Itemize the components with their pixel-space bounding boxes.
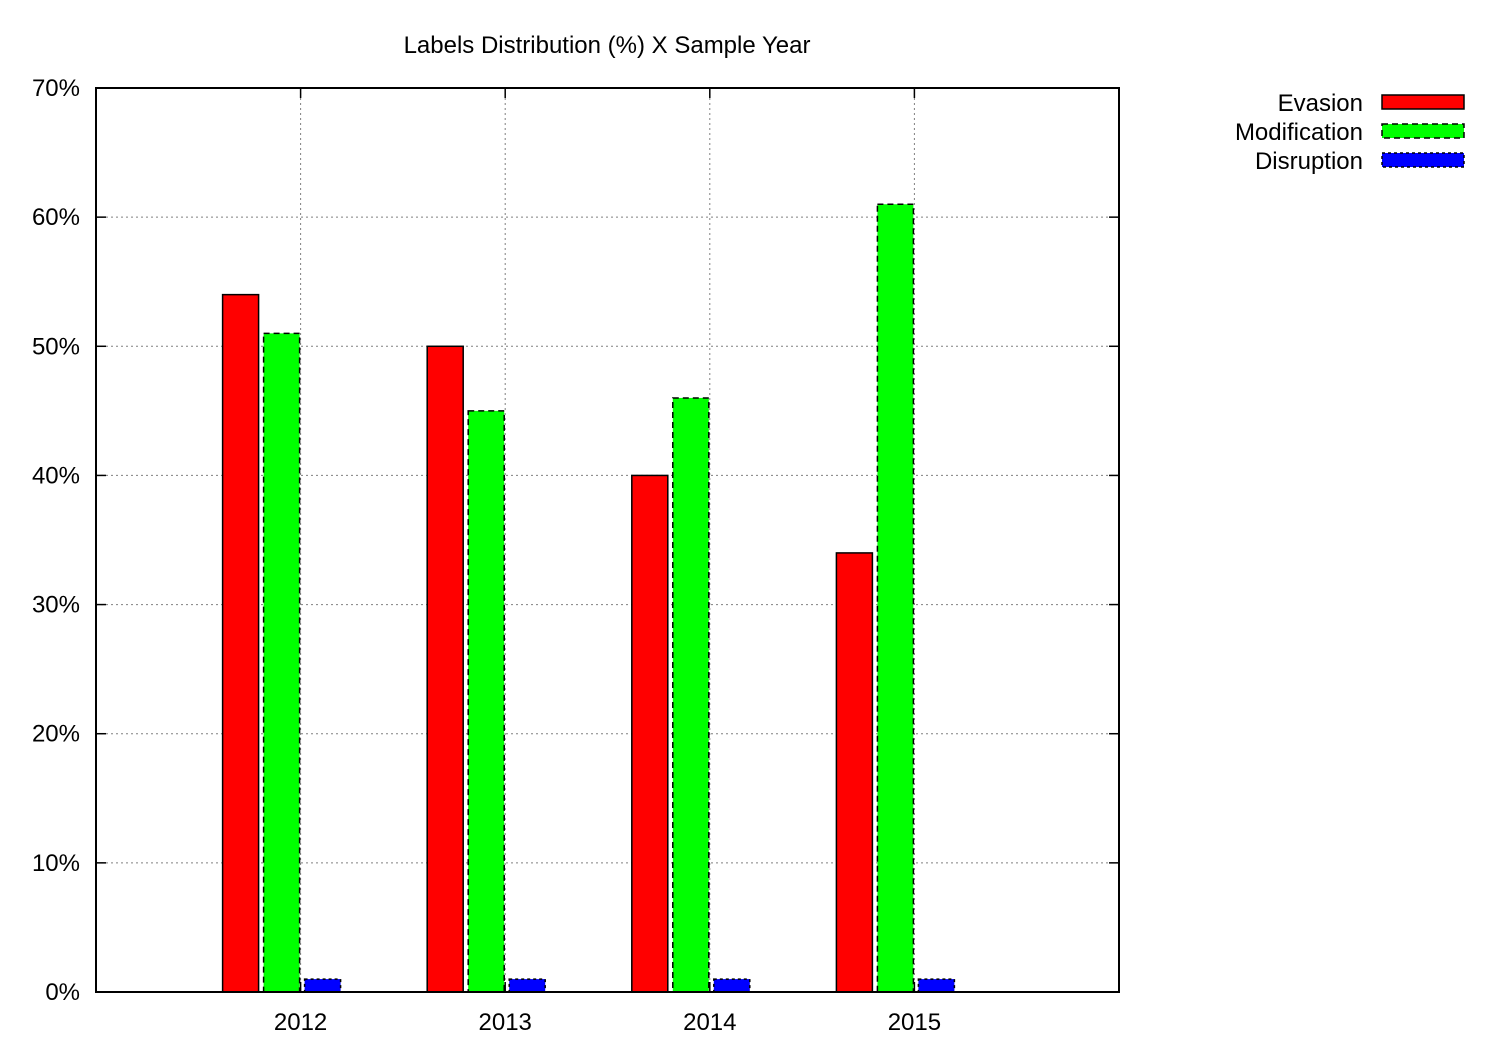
y-tick-label: 70% xyxy=(32,75,80,102)
bars-layer xyxy=(221,203,956,993)
y-tick-label: 60% xyxy=(32,204,80,231)
bar-modification-2014 xyxy=(672,397,710,993)
legend-swatch-disruption xyxy=(1381,152,1465,168)
bar-disruption-2015 xyxy=(917,978,956,993)
x-tick-label: 2013 xyxy=(479,1009,532,1036)
bar-disruption-2013 xyxy=(508,978,546,993)
axes-layer: 0% 10% 20% 30% 40% 50% 60% 70% 2012 2013 2014 2015 xyxy=(32,75,1120,1036)
bar-modification-2013 xyxy=(467,410,505,993)
legend-label-evasion: Evasion xyxy=(1278,90,1363,117)
bar-evasion-2012 xyxy=(221,293,260,993)
legend-label-modification: Modification xyxy=(1235,119,1363,146)
x-tick-label: 2015 xyxy=(888,1009,941,1036)
y-tick-label: 30% xyxy=(32,592,80,619)
x-tick-label: 2012 xyxy=(274,1009,327,1036)
bar-disruption-2014 xyxy=(713,978,751,993)
legend-swatch-modification xyxy=(1381,123,1465,139)
legend-swatch-evasion xyxy=(1381,94,1465,110)
y-tick-label: 0% xyxy=(45,979,80,1006)
y-tick-label: 40% xyxy=(32,462,80,489)
x-tick-label: 2014 xyxy=(683,1009,736,1036)
bar-evasion-2015 xyxy=(835,552,874,993)
y-tick-label: 20% xyxy=(32,721,80,748)
bar-evasion-2014 xyxy=(631,474,669,993)
plot-border xyxy=(95,87,1120,993)
bar-evasion-2013 xyxy=(426,345,464,993)
y-tick-label: 50% xyxy=(32,333,80,360)
y-tick-label: 10% xyxy=(32,850,80,877)
bar-modification-2012 xyxy=(262,332,301,993)
bar-disruption-2012 xyxy=(303,978,342,993)
legend-label-disruption: Disruption xyxy=(1255,148,1363,175)
chart-title: Labels Distribution (%) X Sample Year xyxy=(404,32,811,59)
bar-modification-2015 xyxy=(876,203,915,993)
